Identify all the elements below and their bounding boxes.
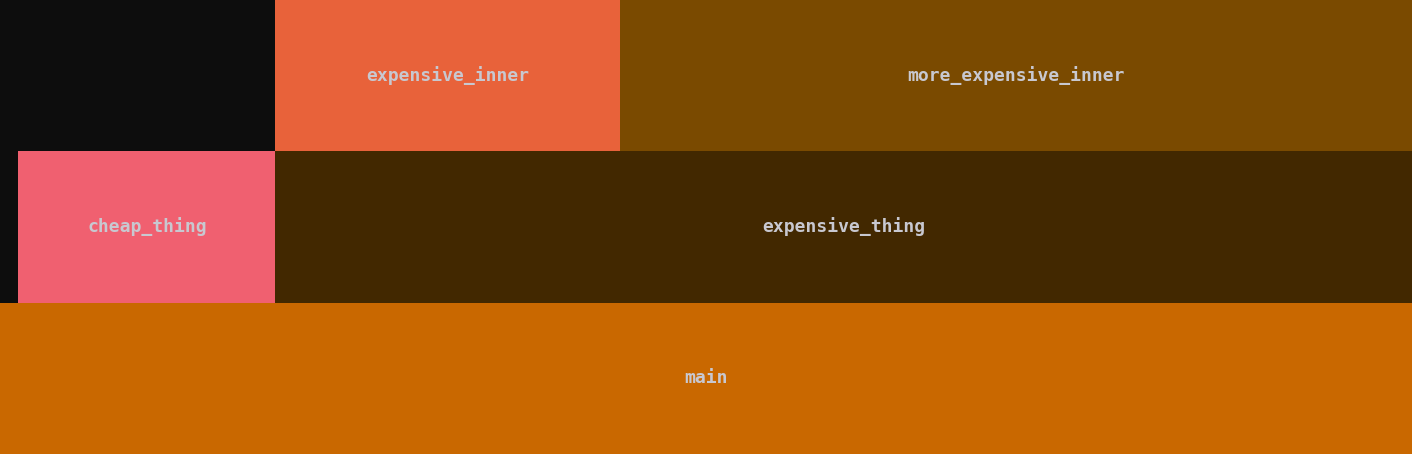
Bar [275,0,620,151]
Text: expensive_thing: expensive_thing [762,217,925,237]
Bar [18,151,275,303]
Text: more_expensive_inner: more_expensive_inner [907,66,1125,85]
Bar [620,0,1412,151]
Bar [275,151,1412,303]
Bar [0,303,1412,454]
Text: cheap_thing: cheap_thing [88,217,206,237]
Text: main: main [685,370,727,387]
Text: expensive_inner: expensive_inner [366,66,530,85]
